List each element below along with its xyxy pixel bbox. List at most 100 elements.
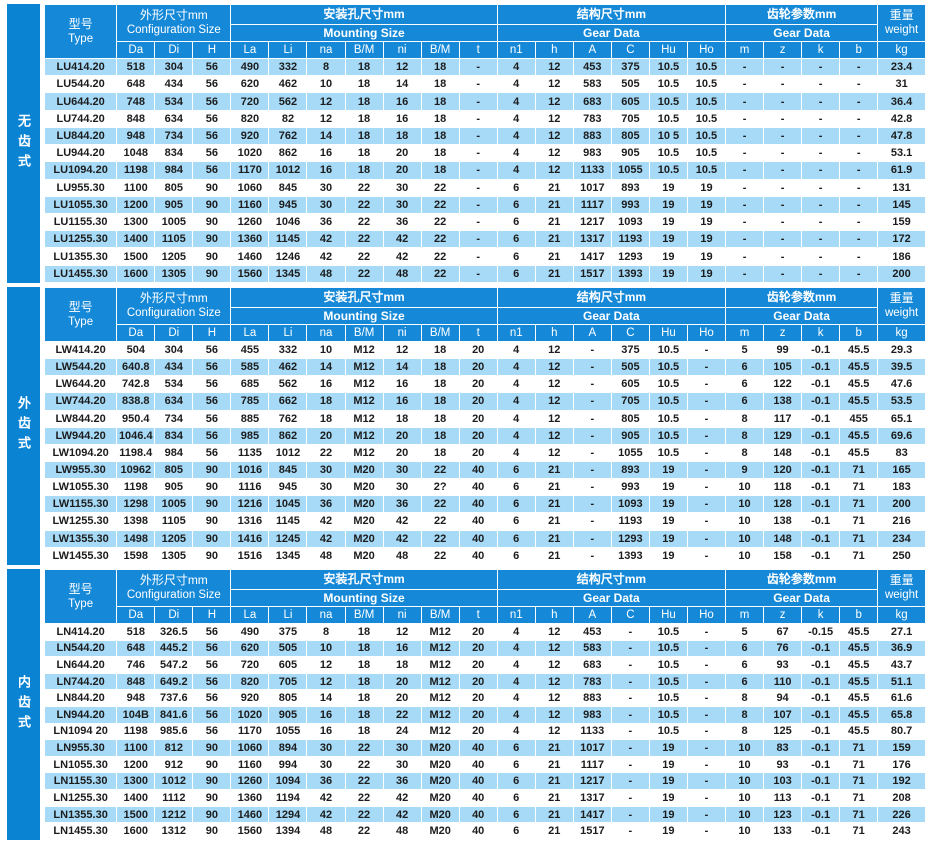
cell-value: 16 bbox=[306, 144, 346, 163]
cell-value: 48 bbox=[382, 264, 422, 284]
cell-value: 123 bbox=[763, 805, 803, 824]
cell-value: 1360 bbox=[230, 230, 270, 249]
cell-value: - bbox=[801, 161, 841, 180]
cell-value: -0.1 bbox=[801, 755, 841, 774]
cell-value: 40 bbox=[458, 805, 498, 824]
cell-type: LN1094 20 bbox=[43, 722, 118, 741]
cell-value: 6 bbox=[724, 656, 765, 674]
cell-value: 14 bbox=[306, 358, 346, 377]
cell-value: -0.1 bbox=[801, 722, 841, 741]
cell-value: 20 bbox=[458, 722, 498, 741]
cell-value: 90 bbox=[192, 546, 232, 566]
group-subtitle-1: Mounting Size bbox=[230, 589, 498, 607]
col-header-h: h bbox=[534, 606, 574, 624]
cell-value: 90 bbox=[192, 195, 232, 214]
cell-value: 45.5 bbox=[839, 426, 879, 445]
cell-value: 983 bbox=[572, 706, 612, 724]
cell-type: LW1094.20 bbox=[43, 443, 118, 462]
cell-value: - bbox=[458, 109, 498, 128]
cell-value: 226 bbox=[877, 805, 926, 824]
group-title-cn: 外形尺寸mm bbox=[139, 291, 208, 306]
table-row: LN955.30 1100 812 90 1060 894 30 22 30 M20 40 6 21 10… bbox=[43, 739, 926, 757]
col-header-la: La bbox=[230, 41, 270, 59]
cell-value: 12 bbox=[382, 623, 422, 641]
cell-type: LU644.20 bbox=[43, 92, 118, 111]
cell-value: - bbox=[763, 161, 803, 180]
cell-value: 45.5 bbox=[839, 689, 879, 708]
cell-value: 1460 bbox=[230, 805, 270, 824]
cell-type: LU744.20 bbox=[43, 109, 118, 128]
cell-value: 12 bbox=[534, 358, 574, 377]
cell-value: 948 bbox=[116, 689, 156, 708]
col-header-hu: Hu bbox=[648, 606, 688, 624]
cell-value: 4 bbox=[496, 75, 536, 94]
cell-value: 18 bbox=[420, 75, 460, 94]
cell-value: 39.5 bbox=[877, 358, 926, 377]
cell-value: 905 bbox=[154, 195, 194, 214]
cell-value: 950.4 bbox=[116, 409, 156, 428]
cell-value: 16 bbox=[382, 375, 422, 394]
cell-value: 158 bbox=[763, 546, 803, 566]
cell-value: 705 bbox=[610, 109, 650, 128]
cell-value: 820 bbox=[230, 109, 270, 128]
cell-value: - bbox=[801, 144, 841, 163]
cell-value: 36 bbox=[382, 772, 422, 791]
cell-value: 4 bbox=[496, 144, 536, 163]
cell-value: 6 bbox=[496, 512, 536, 531]
col-header-la: La bbox=[230, 324, 270, 342]
cell-value: 4 bbox=[496, 109, 536, 128]
cell-value: 18 bbox=[344, 75, 384, 94]
cell-value: 1198.4 bbox=[116, 443, 156, 462]
cell-value: 93 bbox=[763, 755, 803, 774]
cell-value: 110 bbox=[763, 672, 803, 691]
table-row: LW1355.30 1498 1205 90 1416 1245 42 M20 42 22 40 6 2… bbox=[43, 529, 926, 548]
cell-value: 90 bbox=[192, 495, 232, 514]
col-header-b: b bbox=[839, 606, 879, 624]
cell-value: 737.6 bbox=[154, 689, 194, 708]
weight-label-cn: 重量 bbox=[889, 573, 914, 588]
cell-value: 6 bbox=[724, 672, 765, 691]
col-header-m: m bbox=[724, 41, 765, 59]
cell-value: 40 bbox=[458, 772, 498, 791]
group-header-2: 结构尺寸mm bbox=[496, 569, 727, 590]
cell-value: 1170 bbox=[230, 722, 270, 741]
cell-value: 20 bbox=[458, 672, 498, 691]
group-title-cn: 外形尺寸mm bbox=[139, 8, 208, 23]
cell-value: 122 bbox=[763, 375, 803, 394]
cell-value: 20 bbox=[382, 689, 422, 708]
cell-value: 4 bbox=[496, 409, 536, 428]
cell-value: 56 bbox=[192, 92, 232, 111]
cell-value: 634 bbox=[154, 392, 194, 411]
table-row: LU644.20 748 534 56 720 562 12 18 16 18-4 12 683 605… bbox=[43, 92, 926, 111]
cell-value: 984 bbox=[154, 161, 194, 180]
col-header-da: Da bbox=[116, 324, 156, 342]
cell-value: 12 bbox=[534, 722, 574, 741]
cell-value: -0.1 bbox=[801, 478, 841, 497]
group-header-0: 外形尺寸mm Configuration Size bbox=[116, 287, 232, 325]
cell-value: 10 bbox=[724, 772, 765, 791]
cell-value: 983 bbox=[572, 144, 612, 163]
col-header-ni: ni bbox=[382, 606, 422, 624]
col-header-a: A bbox=[572, 324, 612, 342]
cell-value: 649.2 bbox=[154, 672, 194, 691]
cell-value: 42 bbox=[382, 512, 422, 531]
cell-value: 36 bbox=[306, 495, 346, 514]
cell-value: 1055 bbox=[268, 722, 308, 741]
cell-value: 12 bbox=[534, 126, 574, 146]
cell-value: 1046 bbox=[268, 212, 308, 232]
cell-value: 1145 bbox=[268, 230, 308, 249]
cell-value: M12 bbox=[420, 656, 460, 674]
cell-value: 90 bbox=[192, 230, 232, 249]
cell-value: 90 bbox=[192, 822, 232, 840]
cell-value: 434 bbox=[154, 75, 194, 94]
cell-value: 12 bbox=[534, 375, 574, 394]
cell-value: 1093 bbox=[610, 495, 650, 514]
cell-value: 40 bbox=[458, 755, 498, 774]
cell-value: 4 bbox=[496, 358, 536, 377]
cell-value: - bbox=[572, 375, 612, 394]
cell-value: 8 bbox=[724, 426, 765, 445]
table-row: LU844.20 948 734 56 920 762 14 18 18 18-4 12 883 805… bbox=[43, 126, 926, 146]
cell-value: 22 bbox=[344, 212, 384, 232]
cell-value: 30 bbox=[306, 460, 346, 480]
cell-value: 18 bbox=[344, 639, 384, 658]
